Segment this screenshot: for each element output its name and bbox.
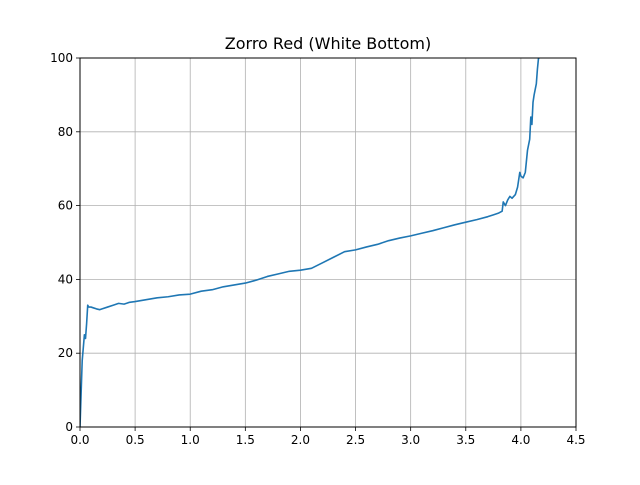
x-tick-label: 4.5 [566, 433, 585, 447]
x-tick-label: 2.0 [291, 433, 310, 447]
y-tick-label: 20 [58, 346, 73, 360]
y-tick-label: 100 [50, 51, 73, 65]
x-tick-label: 0.5 [126, 433, 145, 447]
plot-area-frame [79, 57, 577, 428]
x-tick-label: 0.0 [70, 433, 89, 447]
x-tick-label: 2.5 [346, 433, 365, 447]
chart-title: Zorro Red (White Bottom) [225, 34, 431, 53]
x-tick-label: 3.5 [456, 433, 475, 447]
y-tick-label: 80 [58, 125, 73, 139]
series-layer [80, 58, 540, 427]
y-tick-label: 60 [58, 199, 73, 213]
y-tick-label: 0 [65, 420, 73, 434]
x-tick-label: 4.0 [511, 433, 530, 447]
series-line [80, 58, 540, 427]
x-tick-label: 1.0 [181, 433, 200, 447]
axis-ticks: 0.0 0.5 1.0 1.5 2.0 2.5 3.0 3.5 4.0 4.5 0 20 40 60 80 1… [50, 51, 585, 447]
x-tick-label: 1.5 [236, 433, 255, 447]
y-tick-label: 40 [58, 272, 73, 286]
x-tick-label: 3.0 [401, 433, 420, 447]
